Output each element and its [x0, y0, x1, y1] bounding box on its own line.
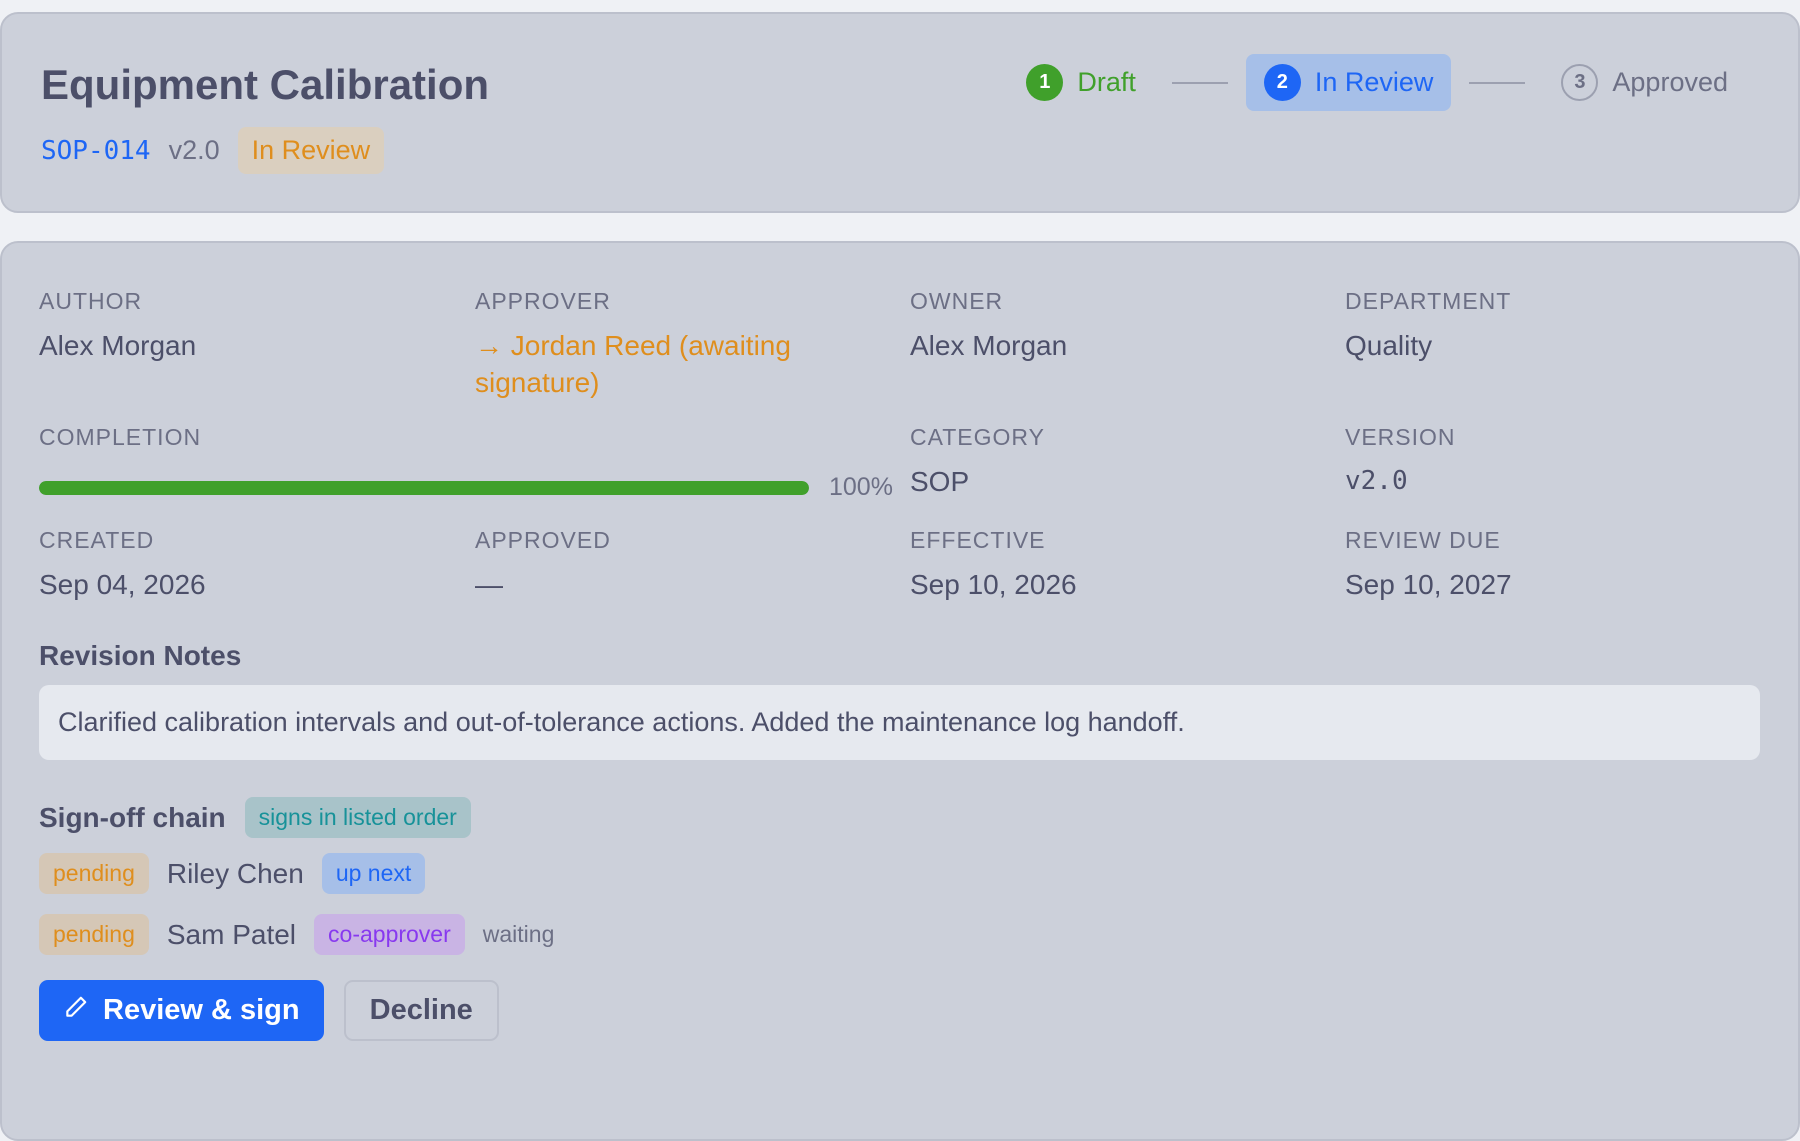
department-value: Quality: [1345, 330, 1433, 361]
decline-label: Decline: [369, 994, 473, 1026]
step-number: 1: [1026, 64, 1064, 101]
status-badge: In Review: [237, 127, 385, 174]
field-author: Author Alex Morgan: [39, 288, 439, 364]
field-label: Owner: [910, 288, 1004, 314]
signoff-chain-title: Sign-off chain: [39, 801, 226, 833]
document-version: v2.0: [168, 135, 220, 165]
field-label: Department: [1345, 288, 1512, 314]
field-label: Approved: [475, 527, 611, 553]
category-value: SOP: [910, 466, 970, 497]
pen-icon: [63, 994, 89, 1028]
step-approved: 3 Approved: [1543, 54, 1746, 111]
approved-value: —: [475, 569, 503, 600]
step-draft: 1 Draft: [1008, 54, 1154, 111]
completion-progress: 100%: [39, 473, 893, 502]
workflow-stepper: 1 Draft 2 In Review 3 Approved: [1008, 54, 1746, 111]
document-meta: SOP-014 v2.0 In Review: [41, 127, 385, 174]
field-approved: Approved —: [475, 527, 611, 603]
approver-value: → Jordan Reed (awaiting signature): [475, 330, 791, 398]
signer-tag: co-approver: [314, 914, 465, 955]
step-number: 3: [1561, 64, 1599, 101]
step-label: Approved: [1612, 67, 1728, 97]
effective-value: Sep 10, 2026: [910, 569, 1077, 600]
field-department: Department Quality: [1345, 288, 1745, 364]
version-value: v2.0: [1345, 466, 1408, 496]
signer-name: Riley Chen: [166, 857, 304, 889]
field-created: Created Sep 04, 2026: [39, 527, 206, 603]
action-bar: Review & sign Decline: [39, 980, 499, 1041]
created-value: Sep 04, 2026: [39, 569, 206, 600]
signer-row: pending Sam Patel co-approver waiting: [39, 914, 554, 955]
field-effective: Effective Sep 10, 2026: [910, 527, 1077, 603]
revision-notes-text: Clarified calibration intervals and out-…: [58, 707, 1185, 737]
signer-row: pending Riley Chen up next: [39, 853, 426, 894]
revision-notes-box: Clarified calibration intervals and out-…: [39, 685, 1760, 760]
page-title: Equipment Calibration: [41, 61, 490, 108]
document-id[interactable]: SOP-014: [41, 135, 151, 166]
field-label: Category: [910, 424, 1045, 450]
field-category: Category SOP: [910, 424, 1045, 500]
revision-notes-title: Revision Notes: [39, 640, 242, 671]
review-and-sign-label: Review & sign: [103, 994, 300, 1026]
author-value: Alex Morgan: [39, 330, 197, 361]
field-completion: Completion: [39, 424, 201, 451]
field-label: Effective: [910, 527, 1046, 553]
progress-percent: 100%: [829, 473, 893, 501]
field-label: Author: [39, 288, 143, 314]
progress-track: [39, 480, 809, 495]
field-approver: Approver → Jordan Reed (awaiting signatu…: [475, 288, 845, 401]
decline-button[interactable]: Decline: [343, 980, 499, 1041]
field-review-due: Review Due Sep 10, 2027: [1345, 527, 1512, 603]
step-number: 2: [1263, 64, 1301, 101]
field-label: Approver: [475, 288, 611, 314]
step-connector: [1469, 81, 1526, 84]
signer-tag: up next: [321, 853, 426, 894]
signer-status-badge: pending: [39, 914, 149, 955]
field-label: Completion: [39, 424, 202, 450]
field-label: Version: [1345, 424, 1456, 450]
field-label: Created: [39, 527, 155, 553]
signing-order-badge: signs in listed order: [244, 797, 471, 838]
field-version: Version v2.0: [1345, 424, 1456, 500]
step-in-review: 2 In Review: [1245, 54, 1452, 111]
field-label: Review Due: [1345, 527, 1501, 553]
review-due-value: Sep 10, 2027: [1345, 569, 1512, 600]
step-label: Draft: [1077, 67, 1136, 97]
step-connector: [1171, 81, 1228, 84]
owner-value: Alex Morgan: [910, 330, 1068, 361]
review-and-sign-button[interactable]: Review & sign: [39, 980, 324, 1041]
field-owner: Owner Alex Morgan: [910, 288, 1310, 364]
document-header: Equipment Calibration SOP-014 v2.0 In Re…: [0, 12, 1800, 213]
step-label: In Review: [1314, 67, 1434, 97]
signoff-chain-header: Sign-off chain signs in listed order: [39, 797, 471, 838]
progress-fill: [39, 480, 809, 495]
signer-note: waiting: [482, 921, 555, 947]
signer-status-badge: pending: [39, 853, 149, 894]
signer-name: Sam Patel: [166, 918, 297, 950]
